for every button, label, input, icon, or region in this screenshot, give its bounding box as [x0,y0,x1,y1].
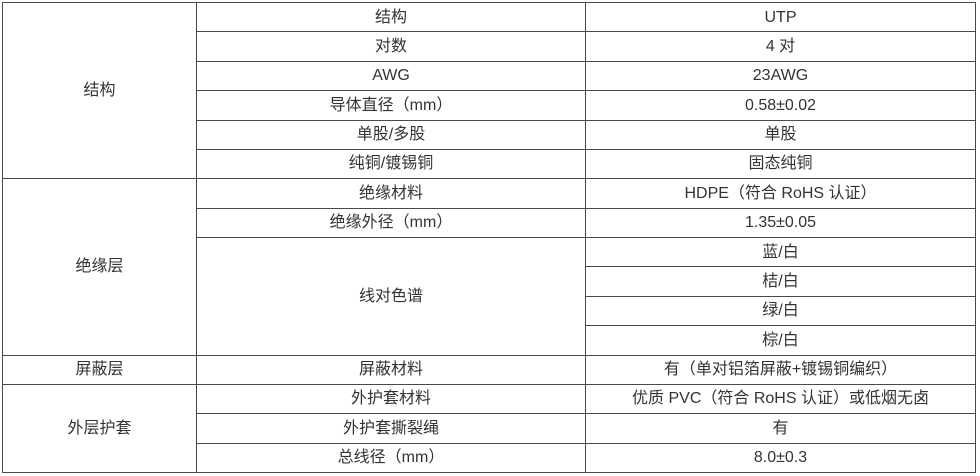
value-cell: 4 对 [585,31,976,62]
property-cell: AWG [196,60,586,92]
table-row: 单股/多股 单股 [3,119,976,150]
value-cell: 有（单对铝箔屏蔽+镀锡铜编织） [585,354,976,385]
value-cell: 0.58±0.02 [585,90,976,121]
group-cell: 结构 [2,1,197,180]
table-row: 绝缘层 绝缘材料 HDPE（符合 RoHS 认证） [2,178,976,356]
table-row: 总线径（mm） 8.0±0.3 [3,442,976,474]
value-cell: 蓝/白 [585,236,976,268]
table-row: 导体直径（mm） 0.58±0.02 [3,90,976,121]
property-cell: 结构 [196,1,586,33]
table-row: 绝缘外径（mm） 1.35±0.05 [3,207,976,239]
property-cell: 纯铜/镀锡铜 [196,148,586,180]
table-row: 外护套撕裂绳有 [3,413,976,444]
table-row: 桔/白 [3,266,976,297]
table-row: 结构 结构 UTP [2,1,976,180]
table-row: 线对色谱 蓝/白 [3,236,976,356]
table-row: 纯铜/镀锡铜 固态纯铜 [3,148,976,180]
property-cell: 绝缘材料 [196,178,586,209]
property-cell: 屏蔽材料 [196,354,586,385]
value-cell: 有 [585,413,976,444]
property-cell: 外护套撕裂绳 [196,413,586,444]
value-cell: 优质 PVC（符合 RoHS 认证）或低烟无卤 [585,383,976,415]
group-cell: 屏蔽层 [2,354,197,385]
table-row: 绿/白 [3,295,976,327]
property-cell: 线对色谱 [196,237,586,356]
table-row: 外层护套 外护套材料 优质 PVC（符合 RoHS 认证）或低烟无卤 [2,383,976,474]
property-cell: 单股/多股 [196,119,586,150]
property-cell: 导体直径（mm） [196,90,586,121]
value-cell: 棕/白 [585,325,976,356]
property-cell: 绝缘外径（mm） [196,207,586,239]
property-cell: 总线径（mm） [196,442,586,474]
table-row: 屏蔽层 屏蔽材料 有（单对铝箔屏蔽+镀锡铜编织） [2,354,976,385]
value-cell: 23AWG [585,60,976,92]
value-cell: 桔/白 [585,266,976,297]
value-cell: 1.35±0.05 [585,207,976,239]
value-cell: 单股 [585,119,976,150]
value-cell: UTP [585,1,976,33]
value-cell: 8.0±0.3 [585,442,976,474]
property-cell: 对数 [196,31,586,62]
value-cell: HDPE（符合 RoHS 认证） [585,178,976,209]
property-cell: 外护套材料 [196,383,586,415]
group-cell: 外层护套 [2,383,197,474]
value-cell: 绿/白 [585,295,976,327]
value-cell: 固态纯铜 [585,148,976,180]
table-row: 对数 4 对 [3,31,976,62]
group-cell: 绝缘层 [2,178,197,356]
